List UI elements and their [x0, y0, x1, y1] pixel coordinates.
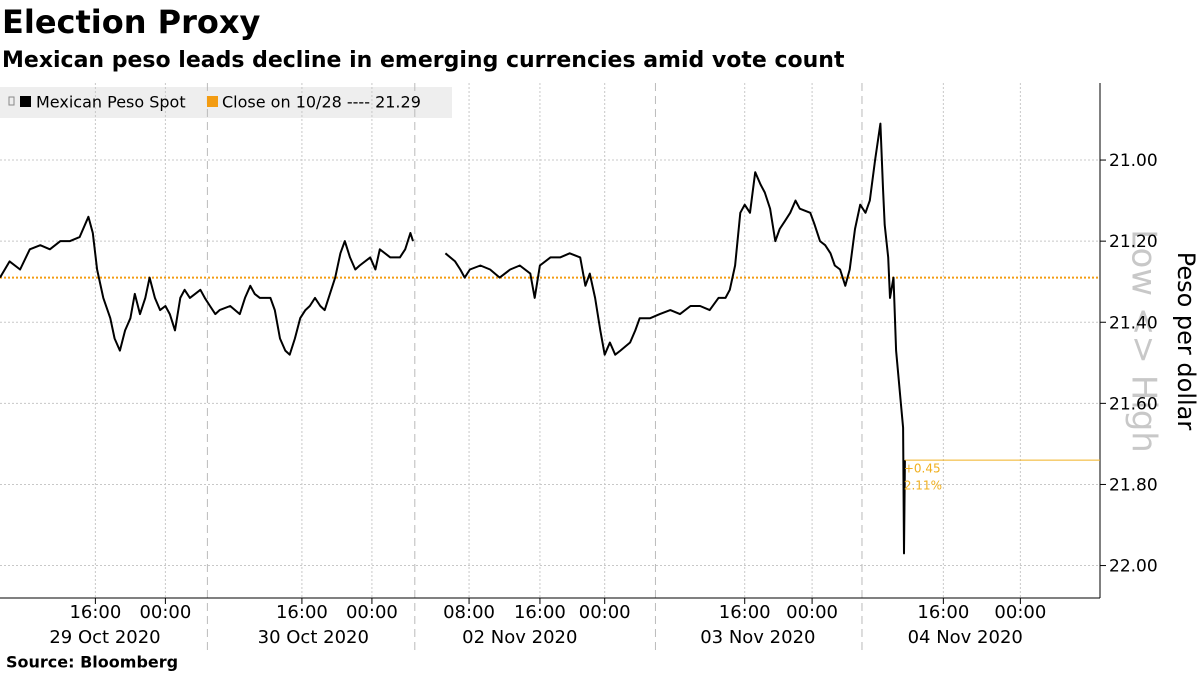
- x-tick-label: 08:00: [443, 602, 495, 623]
- annotation: 2.11%: [904, 479, 942, 493]
- legend-swatch: [207, 96, 218, 107]
- price-line: [0, 122, 906, 555]
- x-tick-label: 16:00: [514, 602, 566, 623]
- x-tick-label: 00:00: [786, 602, 838, 623]
- annotation: +0.45: [904, 462, 941, 476]
- y-tick-label: 22.00: [1109, 557, 1158, 577]
- x-tick-label: 00:00: [346, 602, 398, 623]
- legend-swatch: [20, 96, 31, 107]
- y-tick-label: 21.60: [1109, 394, 1158, 414]
- y-tick-label: 21.20: [1109, 232, 1158, 252]
- date-label: 02 Nov 2020: [462, 627, 577, 648]
- legend-label: Mexican Peso Spot: [36, 93, 186, 112]
- date-label: 03 Nov 2020: [700, 627, 815, 648]
- x-tick-label: 16:00: [719, 602, 771, 623]
- chart-subtitle: Mexican peso leads decline in emerging c…: [2, 48, 845, 73]
- direction-label: Low <> High: [1124, 229, 1164, 453]
- legend-icon: [8, 96, 15, 106]
- date-label: 04 Nov 2020: [908, 627, 1023, 648]
- source: Source: Bloomberg: [6, 653, 178, 672]
- y-tick-label: 21.40: [1109, 313, 1158, 333]
- date-label: 29 Oct 2020: [49, 627, 160, 648]
- x-tick-label: 00:00: [579, 602, 631, 623]
- x-tick-label: 16:00: [69, 602, 121, 623]
- x-tick-label: 16:00: [917, 602, 969, 623]
- x-tick-label: 00:00: [994, 602, 1046, 623]
- date-label: 30 Oct 2020: [258, 627, 369, 648]
- y-axis-label: Peso per dollar: [1172, 252, 1200, 431]
- x-tick-label: 00:00: [139, 602, 191, 623]
- y-tick-label: 21.00: [1109, 151, 1158, 171]
- x-tick-label: 16:00: [276, 602, 328, 623]
- chart-title: Election Proxy: [2, 3, 261, 41]
- legend-label: Close on 10/28 ---- 21.29: [222, 93, 421, 112]
- y-tick-label: 21.80: [1109, 475, 1158, 495]
- legend-box: [0, 87, 452, 118]
